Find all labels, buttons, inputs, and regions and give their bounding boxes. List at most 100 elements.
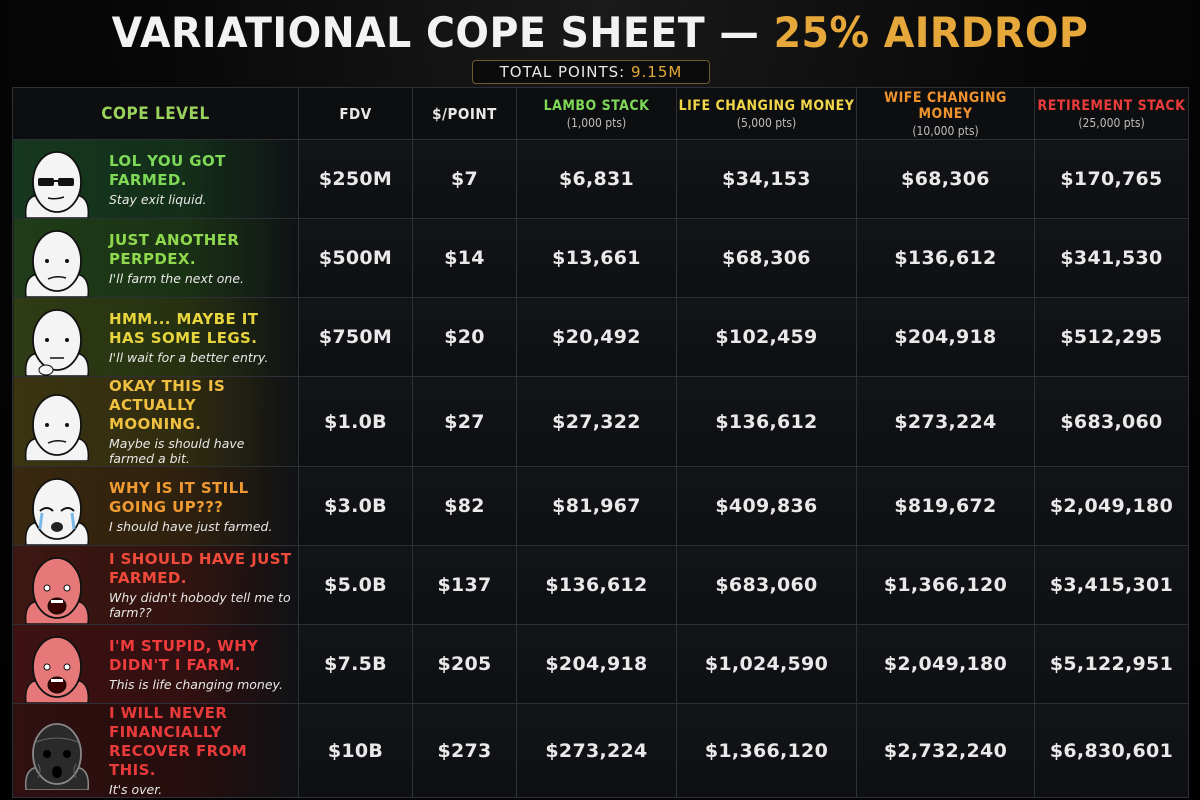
page-title: VARIATIONAL COPE SHEET — 25% AIRDROP <box>36 8 1164 60</box>
sunglasses-wojak-icon <box>13 140 101 218</box>
withered-wojak-icon <box>13 712 101 790</box>
lambo-stack-cell: $273,224 <box>516 703 677 798</box>
lambo-stack-cell: $6,831 <box>516 139 677 219</box>
cope-title: I SHOULD HAVE JUST FARMED. <box>109 550 292 587</box>
header-per-point: $/POINT <box>412 87 517 140</box>
cope-level-cell: JUST ANOTHER PERPDEX. I'll farm the next … <box>12 218 299 298</box>
worried-wojak-icon <box>13 383 101 461</box>
lambo-stack-cell: $204,918 <box>516 624 677 704</box>
per-point-cell: $14 <box>412 218 517 298</box>
lambo-stack-cell: $20,492 <box>516 297 677 377</box>
per-point-cell: $7 <box>412 139 517 219</box>
retirement-stack-cell: $3,415,301 <box>1034 545 1189 625</box>
retirement-stack-cell: $341,530 <box>1034 218 1189 298</box>
retirement-stack-cell: $683,060 <box>1034 376 1189 467</box>
cope-title: I WILL NEVER FINANCIALLY RECOVER FROM TH… <box>109 704 248 779</box>
per-point-cell: $27 <box>412 376 517 467</box>
cope-level-cell: OKAY THIS IS ACTUALLY MOONING. Maybe is s… <box>12 376 299 467</box>
cope-subtitle: Why didn't hobody tell me to farm?? <box>109 590 291 620</box>
cope-level-cell: I WILL NEVER FINANCIALLY RECOVER FROM TH… <box>12 703 299 798</box>
header-wife-changing-money: WIFE CHANGING MONEY (10,000 pts) <box>856 87 1035 140</box>
retirement-stack-cell: $6,830,601 <box>1034 703 1189 798</box>
fdv-cell: $3.0B <box>298 466 413 546</box>
cope-level-cell: I SHOULD HAVE JUST FARMED. Why didn't hob… <box>12 545 299 625</box>
wife-changing-cell: $819,672 <box>856 466 1035 546</box>
wife-changing-cell: $2,732,240 <box>856 703 1035 798</box>
cope-title: OKAY THIS IS ACTUALLY MOONING. <box>109 377 226 433</box>
table-row: WHY IS IT STILL GOING UP??? I should have… <box>12 466 1189 546</box>
lambo-stack-cell: $13,661 <box>516 218 677 298</box>
wife-changing-cell: $273,224 <box>856 376 1035 467</box>
table-row: I WILL NEVER FINANCIALLY RECOVER FROM TH… <box>12 703 1189 798</box>
retirement-stack-cell: $512,295 <box>1034 297 1189 377</box>
life-changing-cell: $683,060 <box>676 545 857 625</box>
life-changing-cell: $1,366,120 <box>676 703 857 798</box>
header-retirement-stack: RETIREMENT STACK (25,000 pts) <box>1034 87 1189 140</box>
per-point-cell: $20 <box>412 297 517 377</box>
header-life-changing-money: LIFE CHANGING MONEY (5,000 pts) <box>676 87 857 140</box>
table-header-row: COPE LEVEL FDV $/POINT LAMBO STACK (1,000… <box>12 87 1189 140</box>
life-changing-cell: $1,024,590 <box>676 624 857 704</box>
cope-title: WHY IS IT STILL GOING UP??? <box>109 478 249 516</box>
title-main: VARIATIONAL COPE SHEET — <box>111 8 774 57</box>
thinking-wojak-icon <box>13 298 101 376</box>
retirement-stack-cell: $2,049,180 <box>1034 466 1189 546</box>
crying-wojak-icon <box>13 467 101 545</box>
total-points-label: TOTAL POINTS: <box>499 63 631 81</box>
wife-changing-cell: $1,366,120 <box>856 545 1035 625</box>
raging-wojak-icon <box>13 625 101 703</box>
header-cope-level: COPE LEVEL <box>12 87 299 140</box>
cope-subtitle: Maybe is should have farmed a bit. <box>109 436 245 466</box>
cope-level-cell: I'M STUPID, WHY DIDN'T I FARM. This is li… <box>12 624 299 704</box>
retirement-stack-cell: $170,765 <box>1034 139 1189 219</box>
table-row: I'M STUPID, WHY DIDN'T I FARM. This is li… <box>12 624 1189 704</box>
per-point-cell: $137 <box>412 545 517 625</box>
table-row: LOL YOU GOT FARMED. Stay exit liquid. $250… <box>12 139 1189 219</box>
fdv-cell: $7.5B <box>298 624 413 704</box>
total-points-value: 9.15M <box>631 63 683 81</box>
per-point-cell: $82 <box>412 466 517 546</box>
red-screaming-wojak-icon <box>13 546 101 624</box>
wife-changing-cell: $204,918 <box>856 297 1035 377</box>
lambo-stack-cell: $27,322 <box>516 376 677 467</box>
lambo-stack-cell: $136,612 <box>516 545 677 625</box>
per-point-cell: $205 <box>412 624 517 704</box>
life-changing-cell: $34,153 <box>676 139 857 219</box>
fdv-cell: $5.0B <box>298 545 413 625</box>
cope-subtitle: It's over. <box>109 782 163 797</box>
lambo-stack-cell: $81,967 <box>516 466 677 546</box>
fdv-cell: $500M <box>298 218 413 298</box>
fdv-cell: $250M <box>298 139 413 219</box>
cope-title: HMM... MAYBE IT HAS SOME LEGS. <box>109 309 259 347</box>
table-row: I SHOULD HAVE JUST FARMED. Why didn't hob… <box>12 545 1189 625</box>
cope-title: JUST ANOTHER PERPDEX. <box>109 230 240 268</box>
cope-level-cell: HMM... MAYBE IT HAS SOME LEGS. I'll wait … <box>12 297 299 377</box>
wife-changing-cell: $136,612 <box>856 218 1035 298</box>
table-row: JUST ANOTHER PERPDEX. I'll farm the next … <box>12 218 1189 298</box>
cope-title: I'M STUPID, WHY DIDN'T I FARM. <box>109 636 259 674</box>
retirement-stack-cell: $5,122,951 <box>1034 624 1189 704</box>
table-row: HMM... MAYBE IT HAS SOME LEGS. I'll wait … <box>12 297 1189 377</box>
cope-subtitle: I'll wait for a better entry. <box>109 349 269 365</box>
total-points-badge: TOTAL POINTS: 9.15M <box>472 60 710 84</box>
life-changing-cell: $68,306 <box>676 218 857 298</box>
header-fdv: FDV <box>298 87 413 140</box>
smirk-wojak-icon <box>13 219 101 297</box>
cope-title: LOL YOU GOT FARMED. <box>109 151 226 189</box>
cope-subtitle: I'll farm the next one. <box>109 270 244 286</box>
fdv-cell: $10B <box>298 703 413 798</box>
wife-changing-cell: $68,306 <box>856 139 1035 219</box>
life-changing-cell: $136,612 <box>676 376 857 467</box>
header-lambo-stack: LAMBO STACK (1,000 pts) <box>516 87 677 140</box>
fdv-cell: $750M <box>298 297 413 377</box>
cope-level-cell: LOL YOU GOT FARMED. Stay exit liquid. <box>12 139 299 219</box>
life-changing-cell: $409,836 <box>676 466 857 546</box>
wife-changing-cell: $2,049,180 <box>856 624 1035 704</box>
cope-subtitle: This is life changing money. <box>109 676 283 692</box>
life-changing-cell: $102,459 <box>676 297 857 377</box>
cope-table: COPE LEVEL FDV $/POINT LAMBO STACK (1,000… <box>12 87 1189 798</box>
table-row: OKAY THIS IS ACTUALLY MOONING. Maybe is s… <box>12 376 1189 467</box>
fdv-cell: $1.0B <box>298 376 413 467</box>
title-accent: 25% AIRDROP <box>773 8 1089 57</box>
per-point-cell: $273 <box>412 703 517 798</box>
